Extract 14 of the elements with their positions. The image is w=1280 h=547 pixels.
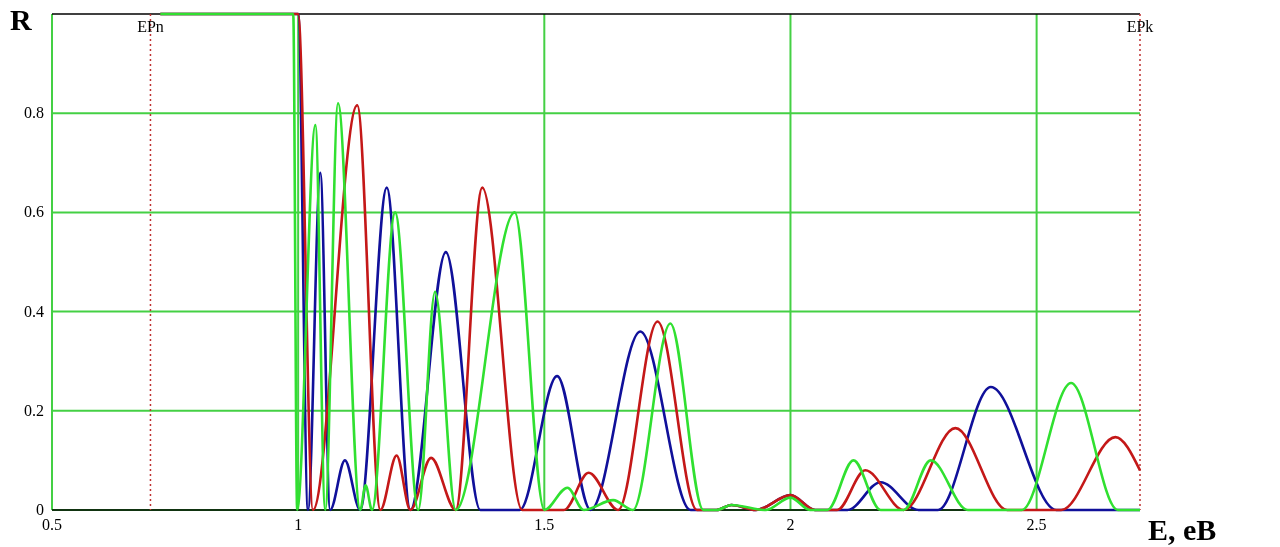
y-tick-label: 0.8 [24, 104, 44, 122]
x-tick-label: 2 [786, 516, 795, 533]
y-tick-label: 0.4 [24, 302, 44, 320]
ref-line-label: EPn [137, 18, 164, 35]
y-tick-label: 0 [36, 501, 44, 518]
y-axis-title: R [10, 3, 32, 36]
x-tick-label: 2.5 [1026, 516, 1047, 533]
ref-line-label: EPk [1126, 18, 1154, 35]
x-tick-label: 0.5 [42, 516, 62, 533]
y-tick-label: 0.6 [24, 203, 44, 221]
x-axis-title: E, eB [1148, 513, 1217, 546]
y-tick-label: 0.2 [24, 401, 44, 419]
x-tick-label: 1 [294, 516, 303, 533]
x-tick-label: 1.5 [534, 516, 555, 533]
